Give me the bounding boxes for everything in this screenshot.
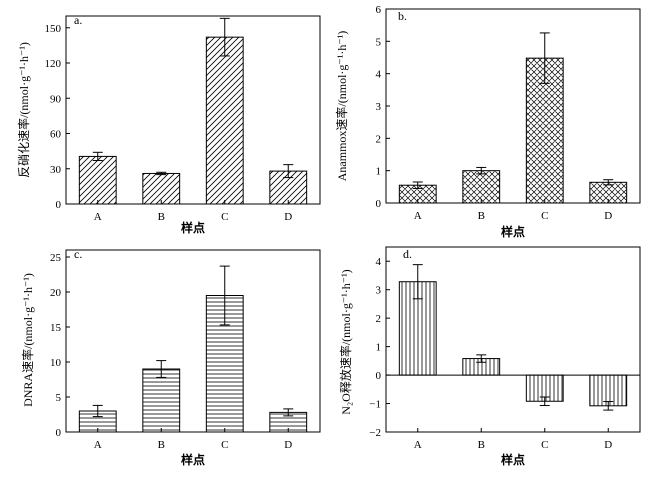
panel-c-ytick-label: 0 [56,427,62,439]
panel-c-ytick-label: 20 [50,287,62,299]
panel-d-label: d. [403,247,412,261]
panel-b-ytick-label: 6 [376,4,382,16]
panel-b-label: b. [398,9,407,23]
panel-a-ytick-label: 30 [50,164,62,176]
panel-b: b. Anammox速率/(nmol·g⁻¹·h⁻¹) 样点 0 1 2 3 4 5 6 A B… [334,4,641,239]
panel-a-ytick-label: 150 [45,23,62,35]
panel-b-ytick-label: 2 [376,133,382,145]
panel-a: a. 反硝化速率/(nmol·g⁻¹·h⁻¹) 样点 0 30 60 90 120 150… [16,13,321,235]
panel-c-ytick-label: 10 [50,357,62,369]
panel-c-xlabel: 样点 [181,452,205,467]
panel-b-ytick-label: 0 [376,198,382,210]
panel-a-label: a. [74,13,82,27]
panel-b-xtick-label-D: D [604,210,612,222]
panel-a-ytick-label: 0 [56,199,62,211]
panel-a-bar-A [78,155,117,205]
panel-a-frame [65,15,321,205]
panel-b-xtick-label-B: B [478,210,485,222]
panel-d-xtick-label-C: C [541,439,548,451]
panel-b-bar-B [462,170,501,204]
panel-c-xtick-label-D: D [284,439,292,451]
panel-a-xtick-label-A: A [94,211,102,223]
panel-b-ytick-label: 4 [376,69,382,81]
panel-d-ytick-label: −2 [369,427,381,439]
panel-c-xtick-label-A: A [94,439,102,451]
panel-b-xtick-label-A: A [414,210,422,222]
panel-a-ytick-label: 60 [50,129,62,141]
panel-a-ylabel: 反硝化速率/(nmol·g⁻¹·h⁻¹) [16,42,31,178]
panel-d-xtick-label-B: B [478,439,485,451]
panel-a-ytick-label: 90 [50,93,62,105]
panel-d-bar-D [589,374,628,407]
panel-d-xlabel: 样点 [501,452,525,467]
panel-c-xtick-label-B: B [158,439,165,451]
panel-c-ytick-label: 5 [56,392,62,404]
panel-a-bar-B [142,172,181,205]
panel-b-xlabel: 样点 [501,224,525,239]
panel-c: c. DNRA速率/(nmol·g⁻¹·h⁻¹) 样点 0 5 10 15 20 25 A B… [20,247,321,467]
panel-a-ytick-label: 120 [45,58,62,70]
panel-a-xtick-label-C: C [221,211,228,223]
panel-d-ytick-label: 2 [376,313,382,325]
panel-d-ytick-label: 1 [376,342,382,354]
panel-b-ytick-label: 1 [376,166,382,178]
panel-c-label: c. [74,247,82,261]
panel-d-ytick-label: 4 [376,256,382,268]
panel-d-ytick-label: 0 [376,370,382,382]
panel-d-frame [385,246,641,433]
panel-b-ytick-label: 5 [376,36,382,48]
panel-c-bar-B [142,368,181,433]
panel-c-ylabel: DNRA速率/(nmol·g⁻¹·h⁻¹) [20,273,35,407]
panel-a-xtick-label-B: B [158,211,165,223]
panel-d-ytick-label: −1 [369,399,381,411]
panel-d-ylabel: N₂O释放速率/(nmol·g⁻¹·h⁻¹) [338,269,353,414]
panel-b-frame [385,8,641,204]
panel-c-ytick-label: 15 [50,322,62,334]
panel-c-ytick-label: 25 [50,252,62,264]
panel-b-ytick-label: 3 [376,101,382,113]
panel-d-ytick-label: 3 [376,285,382,297]
panel-d-xtick-label-D: D [604,439,612,451]
panel-d-xtick-label-A: A [414,439,422,451]
panel-a-bar-C [205,36,244,205]
panel-c-xtick-label-C: C [221,439,228,451]
panel-a-xlabel: 样点 [181,220,205,235]
panel-a-xtick-label-D: D [284,211,292,223]
panel-b-ylabel: Anammox速率/(nmol·g⁻¹·h⁻¹) [334,31,349,182]
panel-c-frame [65,249,321,433]
panel-d: d. N₂O释放速率/(nmol·g⁻¹·h⁻¹) 样点 −2 −1 0 1 2 3 4 A B… [338,246,641,467]
panel-b-xtick-label-C: C [541,210,548,222]
